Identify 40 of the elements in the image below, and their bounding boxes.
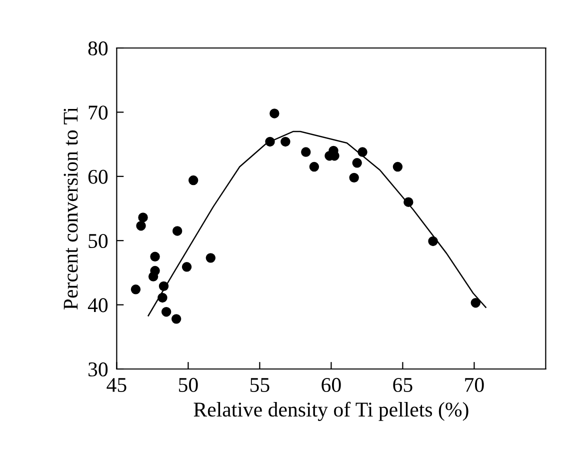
- point: [130, 284, 141, 294]
- point: [428, 236, 438, 246]
- line-series: [148, 130, 486, 316]
- point: [138, 212, 148, 222]
- point: [392, 162, 403, 172]
- point: [158, 292, 168, 303]
- point: [265, 136, 275, 147]
- x-tick-label: 60: [322, 378, 341, 392]
- point: [280, 136, 290, 147]
- point: [172, 226, 182, 236]
- y-tick-label: 40: [88, 298, 108, 312]
- point: [158, 281, 169, 292]
- y-tick-label: 70: [88, 106, 108, 120]
- point: [270, 108, 280, 118]
- point: [206, 253, 216, 263]
- point: [309, 162, 320, 172]
- y-tick-label: 60: [88, 170, 108, 184]
- x-tick-label: 50: [178, 378, 198, 392]
- point: [188, 175, 198, 186]
- x-tick-label: 65: [393, 378, 412, 392]
- point: [301, 147, 311, 157]
- y-axis-title: Percent conversion to Ti: [64, 107, 78, 310]
- point: [470, 298, 480, 308]
- point: [358, 147, 368, 157]
- point: [136, 220, 146, 231]
- point: [182, 262, 192, 272]
- y-tick-label: 30: [88, 362, 108, 376]
- point: [150, 252, 160, 262]
- x-axis-title: Relative density of Ti pellets (%): [194, 402, 468, 421]
- y-tick-label: 50: [88, 234, 108, 248]
- point: [404, 197, 414, 207]
- x-tick-label: 45: [106, 378, 126, 392]
- point: [171, 314, 182, 324]
- point: [148, 272, 158, 282]
- point: [349, 172, 359, 183]
- point: [161, 307, 172, 317]
- x-tick-label: 55: [250, 378, 270, 392]
- point: [352, 158, 362, 168]
- y-tick-label: 80: [88, 41, 108, 56]
- x-tick-label: 70: [465, 378, 484, 392]
